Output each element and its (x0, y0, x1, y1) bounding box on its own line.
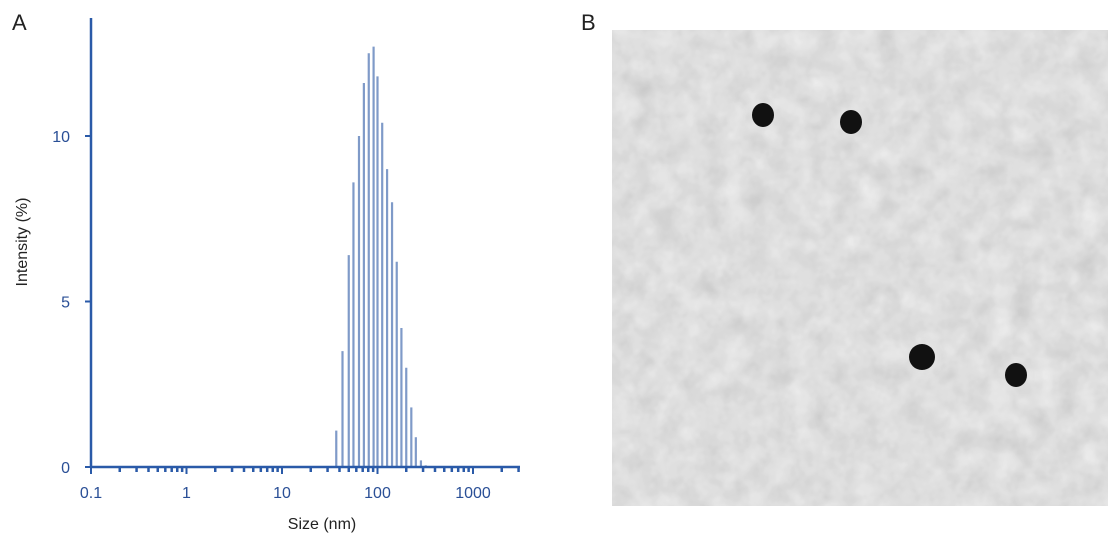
nanoparticle (840, 110, 862, 134)
y-axis-title: Intensity (%) (14, 198, 31, 287)
y-tick-label: 0 (61, 460, 70, 477)
tem-texture (612, 30, 1108, 506)
x-tick-label: 10 (273, 485, 291, 502)
nanoparticle (1005, 363, 1027, 387)
panel-b-label: B (581, 10, 596, 35)
y-tick-label: 10 (52, 129, 70, 146)
x-tick-label: 0.1 (80, 485, 102, 502)
size-distribution-chart: 0.1 1 10 100 1000 0 5 10 Size (nm) Intensity (%… (14, 18, 520, 533)
nanoparticle (752, 103, 774, 127)
axes-group: 0.1 1 10 100 1000 0 5 10 (52, 18, 520, 502)
x-tick-label: 100 (364, 485, 391, 502)
x-axis-title: Size (nm) (288, 516, 356, 533)
nanoparticle (909, 344, 935, 370)
x-tick-label: 1000 (455, 485, 491, 502)
bars-group (335, 46, 427, 467)
x-tick-label: 1 (182, 485, 191, 502)
tem-micrograph (612, 30, 1108, 506)
panel-a-label: A (12, 10, 27, 35)
y-tick-label: 5 (61, 295, 70, 312)
